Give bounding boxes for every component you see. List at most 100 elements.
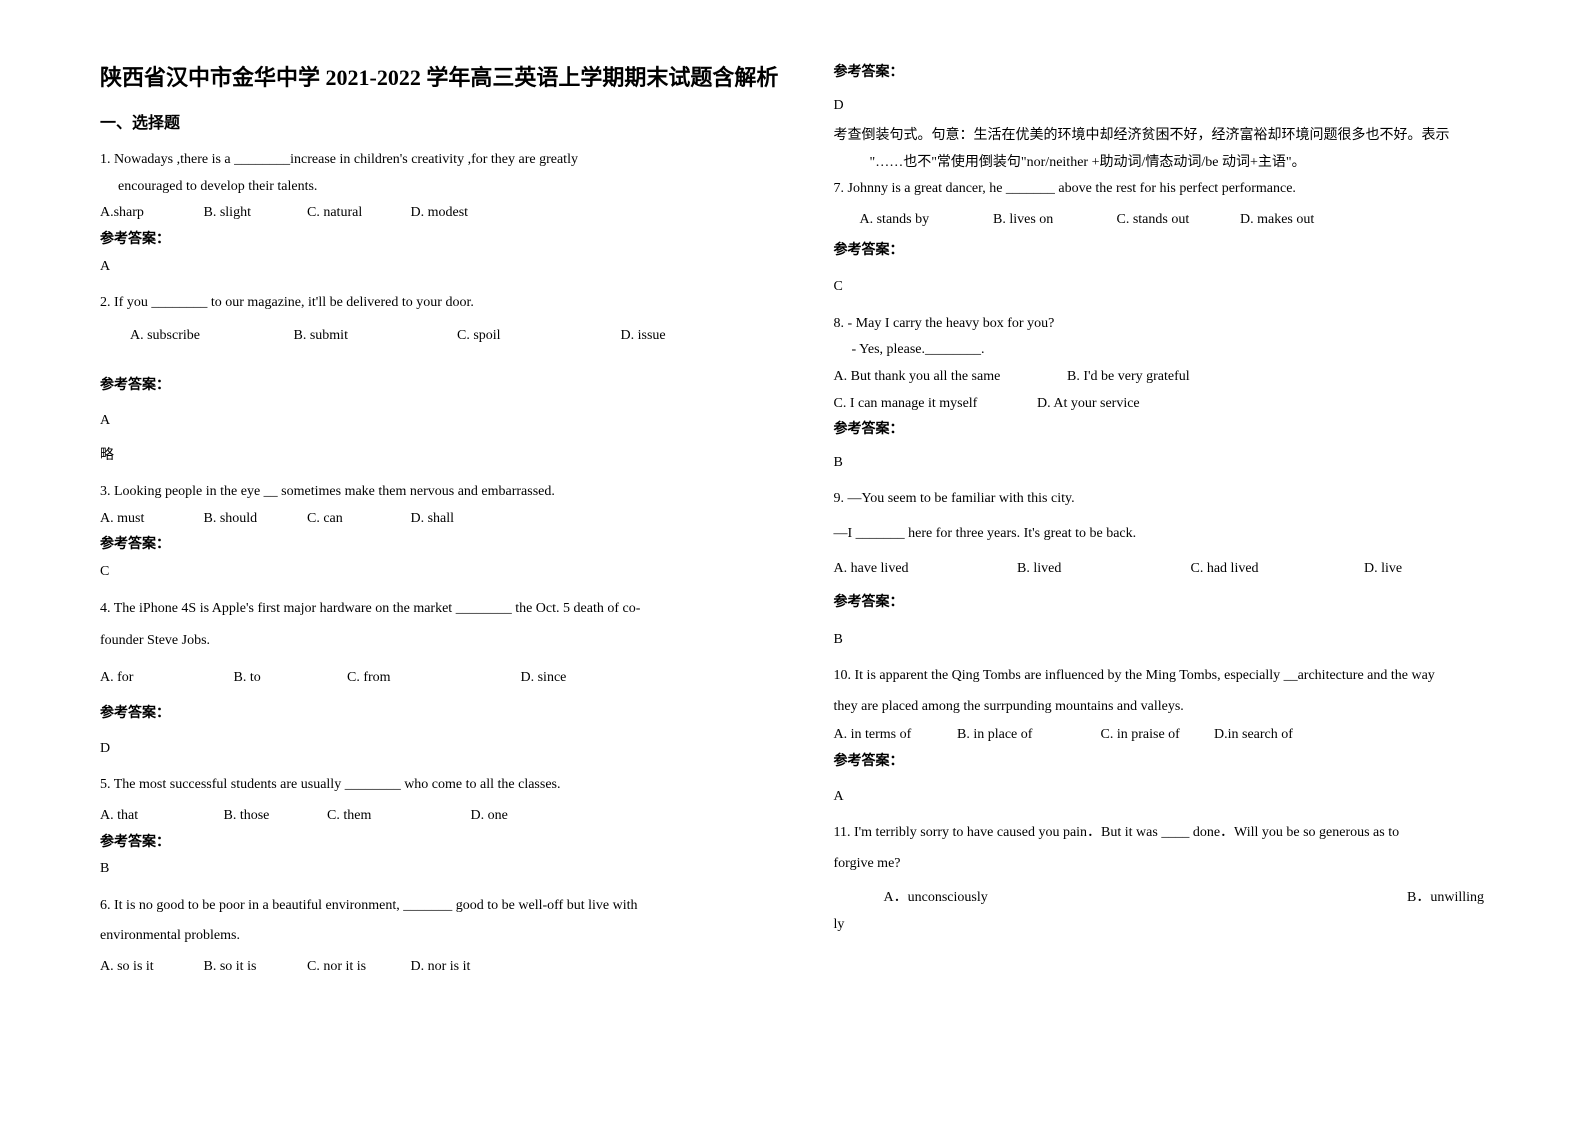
q11-text-line1: 11. I'm terribly sorry to have caused yo…	[834, 820, 1518, 847]
question-11: 11. I'm terribly sorry to have caused yo…	[834, 820, 1518, 938]
q11-options: A．unconsciously B．unwilling	[834, 885, 1518, 912]
q6-exp-line1: 考查倒装句式。句意：生活在优美的环境中却经济贫困不好，经济富裕却环境问题很多也不…	[834, 123, 1518, 150]
q8-optD: D. At your service	[1037, 391, 1140, 418]
q3-answer: C	[100, 559, 784, 586]
q10-optB: B. in place of	[957, 722, 1097, 749]
q9-optB: B. lived	[1017, 556, 1187, 583]
q8-optB: B. I'd be very grateful	[1067, 364, 1190, 391]
q6-answer: D	[834, 93, 1518, 120]
q4-options: A. for B. to C. from D. since	[100, 665, 784, 692]
q9-optC: C. had lived	[1191, 556, 1361, 583]
q9-text-line1: 9. —You seem to be familiar with this ci…	[834, 486, 1518, 513]
q2-answer: A	[100, 408, 784, 435]
q3-optB: B. should	[204, 506, 304, 533]
q6-answer-label: 参考答案：	[834, 60, 1518, 87]
q9-text-line2: —I _______ here for three years. It's gr…	[834, 521, 1518, 548]
q8-text-line2: - Yes, please.________.	[834, 337, 1518, 364]
q5-text: 5. The most successful students are usua…	[100, 772, 784, 799]
q9-options: A. have lived B. lived C. had lived D. l…	[834, 556, 1518, 583]
q4-text-line1: 4. The iPhone 4S is Apple's first major …	[100, 596, 784, 623]
q4-text-line2: founder Steve Jobs.	[100, 628, 784, 655]
q4-optB: B. to	[234, 665, 344, 692]
exam-title: 陕西省汉中市金华中学 2021-2022 学年高三英语上学期期末试题含解析	[100, 60, 784, 95]
q6-options: A. so is it B. so it is C. nor it is D. …	[100, 954, 784, 981]
q5-optA: A. that	[100, 803, 220, 830]
q3-optA: A. must	[100, 506, 200, 533]
q7-optD: D. makes out	[1240, 207, 1314, 234]
q7-optA: A. stands by	[860, 207, 990, 234]
question-7: 7. Johnny is a great dancer, he _______ …	[834, 176, 1518, 300]
q10-optC: C. in praise of	[1101, 722, 1211, 749]
q5-optC: C. them	[327, 803, 467, 830]
q8-optA: A. But thank you all the same	[834, 364, 1064, 391]
q10-answer: A	[834, 784, 1518, 811]
q1-answer-label: 参考答案：	[100, 227, 784, 254]
q8-text-line1: 8. - May I carry the heavy box for you?	[834, 311, 1518, 338]
q6-text-line2: environmental problems.	[100, 923, 784, 950]
q6-exp-line2: "……也不"常使用倒装句"nor/neither +助动词/情态动词/be 动词…	[834, 150, 1518, 177]
q5-answer-label: 参考答案：	[100, 830, 784, 857]
question-5: 5. The most successful students are usua…	[100, 772, 784, 882]
q8-options-row2: C. I can manage it myself D. At your ser…	[834, 391, 1518, 418]
q8-optC: C. I can manage it myself	[834, 391, 1034, 418]
q6-text-line1: 6. It is no good to be poor in a beautif…	[100, 893, 784, 920]
q2-optA: A. subscribe	[100, 323, 290, 350]
q9-optD: D. live	[1364, 556, 1402, 583]
q5-optB: B. those	[224, 803, 324, 830]
q7-optC: C. stands out	[1117, 207, 1237, 234]
q9-answer-label: 参考答案：	[834, 590, 1518, 617]
q8-options-row1: A. But thank you all the same B. I'd be …	[834, 364, 1518, 391]
q1-options: A.sharp B. slight C. natural D. modest	[100, 200, 784, 227]
q11-optA: A．unconsciously	[834, 885, 1404, 912]
q1-text-line2: encouraged to develop their talents.	[100, 174, 784, 201]
q4-optD: D. since	[521, 665, 567, 692]
q7-answer: C	[834, 274, 1518, 301]
q9-optA: A. have lived	[834, 556, 1014, 583]
question-9: 9. —You seem to be familiar with this ci…	[834, 486, 1518, 653]
q11-optB: B．unwilling	[1407, 885, 1484, 912]
q2-optB: B. submit	[294, 323, 454, 350]
q6-optA: A. so is it	[100, 954, 200, 981]
q11-text-line2: forgive me?	[834, 851, 1518, 878]
q2-optC: C. spoil	[457, 323, 617, 350]
q1-optD: D. modest	[411, 200, 469, 227]
q3-optD: D. shall	[411, 506, 455, 533]
q4-optA: A. for	[100, 665, 230, 692]
q3-options: A. must B. should C. can D. shall	[100, 506, 784, 533]
q10-text-line2: they are placed among the surrpunding mo…	[834, 694, 1518, 721]
q4-answer-label: 参考答案：	[100, 701, 784, 728]
q2-optD: D. issue	[621, 323, 666, 350]
q7-options: A. stands by B. lives on C. stands out D…	[834, 207, 1518, 234]
q8-answer-label: 参考答案：	[834, 417, 1518, 444]
q10-text-line1: 10. It is apparent the Qing Tombs are in…	[834, 663, 1518, 690]
question-1: 1. Nowadays ,there is a ________increase…	[100, 147, 784, 280]
question-6: 6. It is no good to be poor in a beautif…	[100, 893, 784, 981]
q3-text: 3. Looking people in the eye __ sometime…	[100, 479, 784, 506]
q11-text-line3: ly	[834, 912, 1518, 939]
q1-optC: C. natural	[307, 200, 407, 227]
q8-answer: B	[834, 450, 1518, 477]
q3-optC: C. can	[307, 506, 407, 533]
question-10: 10. It is apparent the Qing Tombs are in…	[834, 663, 1518, 810]
q10-options: A. in terms of B. in place of C. in prai…	[834, 722, 1518, 749]
q2-answer-label: 参考答案：	[100, 373, 784, 400]
q7-optB: B. lives on	[993, 207, 1113, 234]
section-choice-head: 一、选择题	[100, 109, 784, 133]
q5-options: A. that B. those C. them D. one	[100, 803, 784, 830]
q5-answer: B	[100, 856, 784, 883]
q6-optB: B. so it is	[204, 954, 304, 981]
question-2: 2. If you ________ to our magazine, it'l…	[100, 290, 784, 469]
q1-optA: A.sharp	[100, 200, 200, 227]
q1-text-line1: 1. Nowadays ,there is a ________increase…	[100, 147, 784, 174]
q9-answer: B	[834, 627, 1518, 654]
q1-optB: B. slight	[204, 200, 304, 227]
q2-options: A. subscribe B. submit C. spoil D. issue	[100, 323, 784, 350]
question-4: 4. The iPhone 4S is Apple's first major …	[100, 596, 784, 763]
q6-optD: D. nor is it	[411, 954, 471, 981]
exam-page: 陕西省汉中市金华中学 2021-2022 学年高三英语上学期期末试题含解析 一、…	[0, 0, 1587, 1122]
q7-answer-label: 参考答案：	[834, 238, 1518, 265]
question-3: 3. Looking people in the eye __ sometime…	[100, 479, 784, 585]
q4-optC: C. from	[347, 665, 517, 692]
q3-answer-label: 参考答案：	[100, 532, 784, 559]
q10-optA: A. in terms of	[834, 722, 954, 749]
